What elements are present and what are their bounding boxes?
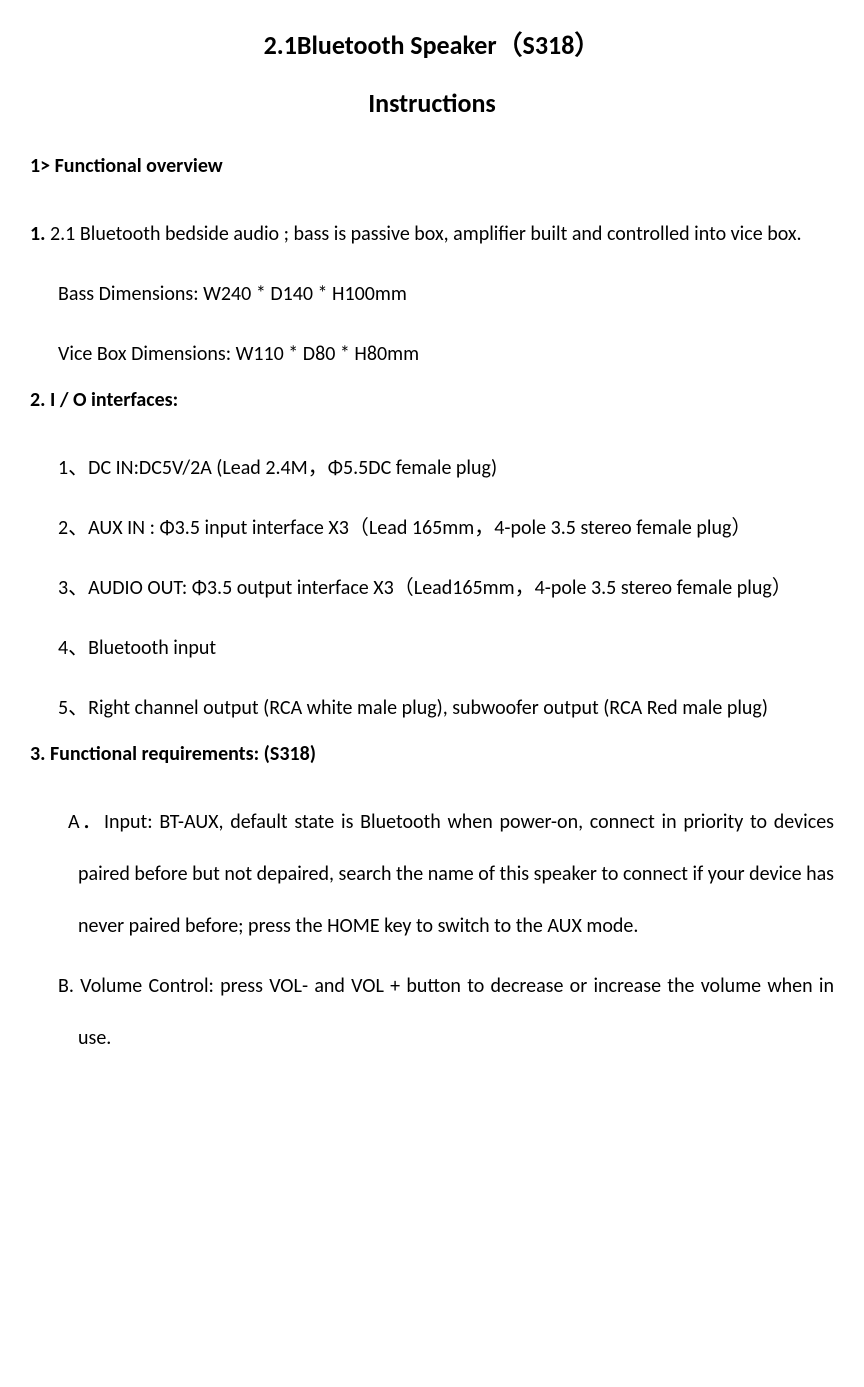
- section-3-item-a: A．Input: BT-AUX, default state is Blueto…: [30, 796, 834, 952]
- section-2-heading: 2. I / O interfaces:: [30, 388, 834, 412]
- section-1-heading: 1> Functional overview: [30, 154, 834, 178]
- section-1-paragraph-3: Vice Box Dimensions: W110 * D80 * H80mm: [30, 328, 834, 380]
- section-3-item-b: B. Volume Control: press VOL- and VOL + …: [30, 960, 834, 1064]
- section-2-item-1: 1、DC IN:DC5V/2A (Lead 2.4M，Φ5.5DC female…: [30, 442, 834, 494]
- section-1-p1-body: 2.1 Bluetooth bedside audio ; bass is pa…: [50, 222, 802, 246]
- section-2-item-2: 2、AUX IN : Φ3.5 input interface X3（Lead …: [30, 502, 834, 554]
- section-1-paragraph-1: 1. 2.1 Bluetooth bedside audio ; bass is…: [30, 208, 834, 260]
- section-3-heading: 3. Functional requirements: (S318): [30, 742, 834, 766]
- section-2-item-3: 3、AUDIO OUT: Φ3.5 output interface X3（Le…: [30, 562, 834, 614]
- section-2-item-3-text: 3、AUDIO OUT: Φ3.5 output interface X3（Le…: [30, 562, 834, 614]
- section-2-item-5: 5、Right channel output (RCA white male p…: [30, 682, 834, 734]
- section-2-item-5-text: 5、Right channel output (RCA white male p…: [30, 682, 834, 734]
- section-2-item-4: 4、Bluetooth input: [30, 622, 834, 674]
- page-title-line-1: 2.1Bluetooth Speaker（S318）: [30, 25, 834, 62]
- section-1-p1-prefix: 1.: [30, 222, 50, 246]
- page-title-line-2: Instructions: [30, 87, 834, 119]
- section-1-paragraph-2: Bass Dimensions: W240 * D140 * H100mm: [30, 268, 834, 320]
